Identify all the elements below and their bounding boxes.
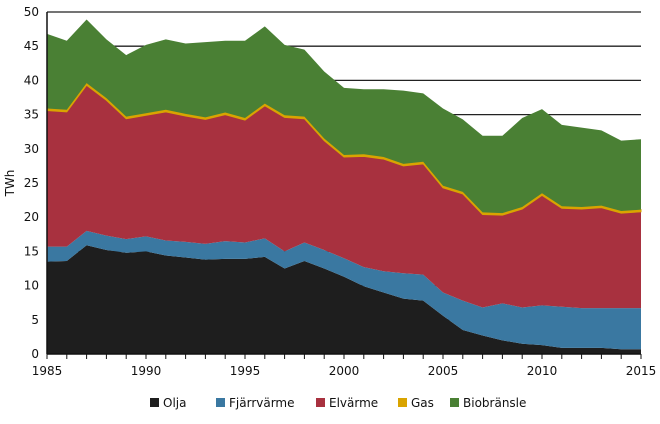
x-tick-label: 2015 [626, 364, 657, 378]
legend-swatch [216, 398, 225, 407]
y-tick-label: 0 [31, 347, 39, 361]
legend-label: Gas [411, 396, 434, 410]
x-tick-label: 1995 [230, 364, 261, 378]
x-tick-label: 1990 [131, 364, 162, 378]
x-tick-label: 2005 [428, 364, 459, 378]
area-elvärme [47, 85, 641, 309]
area-olja [47, 245, 641, 354]
x-tick-label: 2010 [527, 364, 558, 378]
y-tick-label: 5 [31, 313, 39, 327]
y-tick-label: 10 [24, 279, 39, 293]
legend-label: Biobränsle [463, 396, 526, 410]
area-biobränsle [47, 19, 641, 214]
axes: 0 5 10 15 20 25 30 35 40 45 50 1985 1990 1995 2000 2005… [24, 5, 657, 378]
y-tick-label: 15 [24, 244, 39, 258]
legend-label: Fjärrvärme [229, 396, 295, 410]
area-fjärrvärme [47, 230, 641, 350]
y-tick-label: 50 [24, 5, 39, 19]
legend-swatch [150, 398, 159, 407]
x-tick-label: 1985 [32, 364, 63, 378]
legend-swatch [450, 398, 459, 407]
y-tick-label: 20 [24, 210, 39, 224]
areas [46, 19, 642, 354]
y-tick-label: 40 [24, 73, 39, 87]
y-tick-label: 45 [24, 39, 39, 53]
legend: Olja Fjärrvärme Elvärme Gas Biobränsle [150, 396, 526, 410]
legend-swatch [398, 398, 407, 407]
legend-label: Elvärme [329, 396, 378, 410]
y-tick-label: 25 [24, 176, 39, 190]
y-axis-label: TWh [3, 170, 17, 198]
legend-label: Olja [163, 396, 186, 410]
x-tick-label: 2000 [329, 364, 360, 378]
legend-swatch [316, 398, 325, 407]
area-gas [46, 82, 642, 216]
y-tick-label: 35 [24, 108, 39, 122]
y-tick-label: 30 [24, 142, 39, 156]
